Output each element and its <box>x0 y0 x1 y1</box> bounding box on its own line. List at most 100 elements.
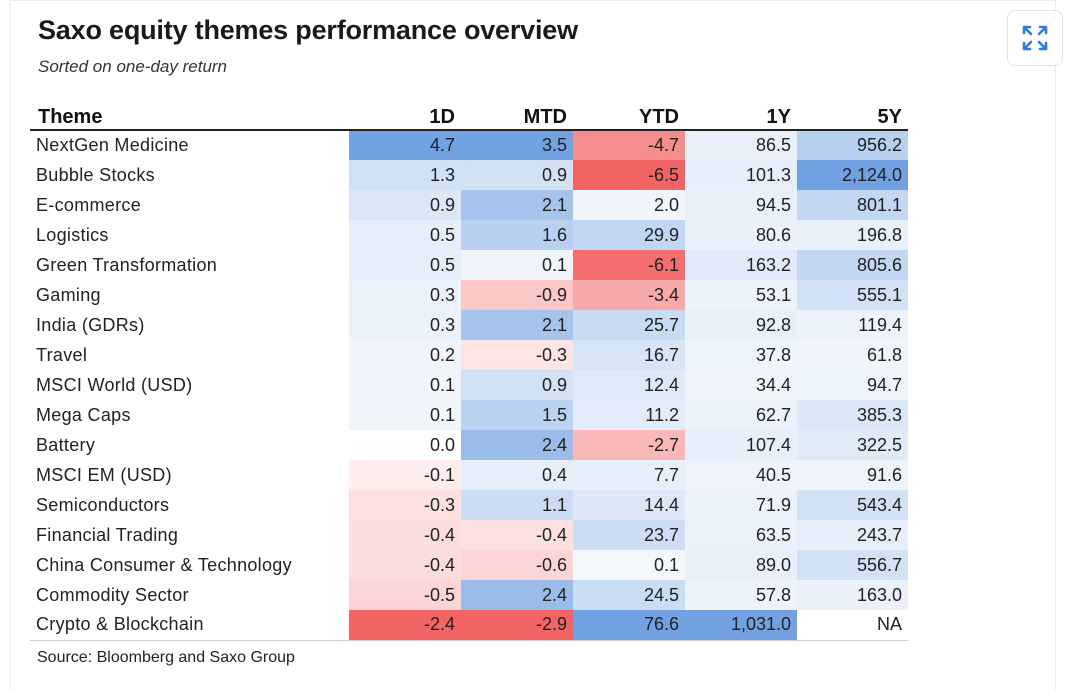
value-cell: 40.5 <box>685 460 797 490</box>
value-cell: 0.5 <box>349 220 461 250</box>
value-cell: -0.4 <box>349 520 461 550</box>
value-cell: 63.5 <box>685 520 797 550</box>
theme-name-cell: China Consumer & Technology <box>36 554 292 575</box>
expand-arrows-icon <box>1022 25 1048 51</box>
theme-name-cell: Commodity Sector <box>36 584 189 605</box>
table-row: NextGen Medicine 4.7 3.5 -4.7 86.5 956.2 <box>30 130 908 160</box>
table-row: E-commerce 0.9 2.1 2.0 94.5 801.1 <box>30 190 908 220</box>
expand-button[interactable] <box>1007 10 1063 66</box>
theme-name-cell: Financial Trading <box>36 524 179 545</box>
value-cell: 2.1 <box>461 190 573 220</box>
column-header: Theme <box>30 103 349 131</box>
value-cell: 0.4 <box>461 460 573 490</box>
column-header: MTD <box>461 103 573 131</box>
chart-subtitle: Sorted on one-day return <box>38 57 228 76</box>
table-header-row: Theme 1D MTD YTD 1Y 5Y <box>30 103 908 131</box>
value-cell: 119.4 <box>797 310 908 340</box>
value-cell: 16.7 <box>573 340 685 370</box>
value-cell: -0.6 <box>461 550 573 580</box>
value-cell: 37.8 <box>685 340 797 370</box>
value-cell: 29.9 <box>573 220 685 250</box>
value-cell: 0.3 <box>349 310 461 340</box>
value-cell: 2.1 <box>461 310 573 340</box>
value-cell: -6.1 <box>573 250 685 280</box>
value-cell: 2,124.0 <box>797 160 908 190</box>
value-cell: 61.8 <box>797 340 908 370</box>
table-row: India (GDRs) 0.3 2.1 25.7 92.8 119.4 <box>30 310 908 340</box>
value-cell: 2.4 <box>461 430 573 460</box>
value-cell: -0.9 <box>461 280 573 310</box>
value-cell: 1,031.0 <box>685 610 797 641</box>
theme-name-cell: MSCI EM (USD) <box>36 464 172 485</box>
value-cell: 196.8 <box>797 220 908 250</box>
value-cell: 2.4 <box>461 580 573 610</box>
theme-name-cell: Bubble Stocks <box>36 164 155 185</box>
value-cell: 243.7 <box>797 520 908 550</box>
value-cell: 14.4 <box>573 490 685 520</box>
table-row: Gaming 0.3 -0.9 -3.4 53.1 555.1 <box>30 280 908 310</box>
value-cell: 91.6 <box>797 460 908 490</box>
value-cell: 94.7 <box>797 370 908 400</box>
value-cell: 24.5 <box>573 580 685 610</box>
value-cell: 163.0 <box>797 580 908 610</box>
value-cell: 62.7 <box>685 400 797 430</box>
value-cell: 25.7 <box>573 310 685 340</box>
column-header: YTD <box>573 103 685 131</box>
value-cell: 4.7 <box>349 130 461 160</box>
theme-name-cell: Crypto & Blockchain <box>30 610 349 641</box>
value-cell: -4.7 <box>573 130 685 160</box>
table-row: MSCI World (USD) 0.1 0.9 12.4 34.4 94.7 <box>30 370 908 400</box>
value-cell: 163.2 <box>685 250 797 280</box>
theme-name-cell: MSCI World (USD) <box>36 374 193 395</box>
value-cell: 0.5 <box>349 250 461 280</box>
value-cell: 92.8 <box>685 310 797 340</box>
column-header: 1D <box>349 103 461 131</box>
theme-name-cell: NextGen Medicine <box>36 135 189 155</box>
value-cell: -0.4 <box>461 520 573 550</box>
value-cell: 0.0 <box>429 434 455 455</box>
theme-name-cell: Gaming <box>36 284 101 305</box>
table-row: Battery 0.0 2.4 -2.7 107.4 322.5 <box>30 430 908 460</box>
value-cell: -3.4 <box>573 280 685 310</box>
value-cell: 11.2 <box>573 400 685 430</box>
value-cell: -0.5 <box>349 580 461 610</box>
table-row: China Consumer & Technology -0.4 -0.6 0.1 89… <box>30 550 908 580</box>
value-cell: -2.7 <box>573 430 685 460</box>
table-row: Travel 0.2 -0.3 16.7 37.8 61.8 <box>30 340 908 370</box>
value-cell: -0.4 <box>349 550 461 580</box>
value-cell: 1.5 <box>461 400 573 430</box>
value-cell: -2.9 <box>461 610 573 641</box>
value-cell: -0.1 <box>349 460 461 490</box>
table-row: Commodity Sector -0.5 2.4 24.5 57.8 163.0 <box>30 580 908 610</box>
value-cell: -0.3 <box>349 490 461 520</box>
theme-name-cell: Battery <box>36 434 96 455</box>
value-cell: 0.3 <box>349 280 461 310</box>
value-cell: 0.2 <box>349 340 461 370</box>
source-note: Source: Bloomberg and Saxo Group <box>37 649 295 666</box>
value-cell: 57.8 <box>685 580 797 610</box>
value-cell: 0.1 <box>573 550 685 580</box>
value-cell: 7.7 <box>573 460 685 490</box>
value-cell: 556.7 <box>797 550 908 580</box>
value-cell: 3.5 <box>461 130 573 160</box>
value-cell: 86.5 <box>685 130 797 160</box>
theme-name-cell: Green Transformation <box>36 254 218 275</box>
table-row: Bubble Stocks 1.3 0.9 -6.5 101.3 2,124.0 <box>30 160 908 190</box>
value-cell: 0.9 <box>349 190 461 220</box>
value-cell: 23.7 <box>573 520 685 550</box>
table-row: Green Transformation 0.5 0.1 -6.1 163.2 805.6 <box>30 250 908 280</box>
theme-name-cell: Mega Caps <box>36 404 131 425</box>
table-row: Mega Caps 0.1 1.5 11.2 62.7 385.3 <box>30 400 908 430</box>
value-cell: 76.6 <box>573 610 685 641</box>
table-row: MSCI EM (USD) -0.1 0.4 7.7 40.5 91.6 <box>30 460 908 490</box>
value-cell: 0.1 <box>461 250 573 280</box>
value-cell: 801.1 <box>797 190 908 220</box>
table-row: Crypto & Blockchain -2.4 -2.9 76.6 1,031.0 NA <box>30 610 908 641</box>
value-cell: 53.1 <box>685 280 797 310</box>
theme-name-cell: Logistics <box>36 224 109 245</box>
value-cell: 555.1 <box>797 280 908 310</box>
value-cell: 805.6 <box>797 250 908 280</box>
value-cell: 12.4 <box>573 370 685 400</box>
value-cell: 1.6 <box>461 220 573 250</box>
value-cell: 956.2 <box>797 130 908 160</box>
